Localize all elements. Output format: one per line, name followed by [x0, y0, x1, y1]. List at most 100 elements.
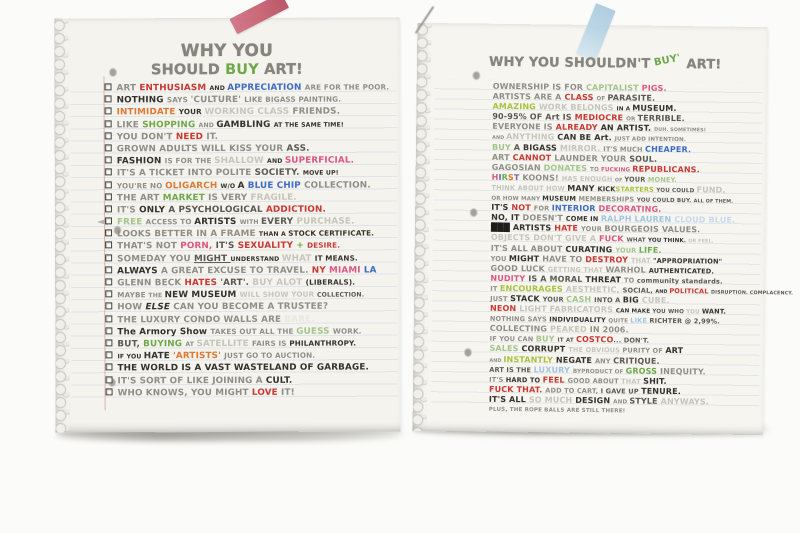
- word: IT!: [281, 387, 295, 398]
- word: KICK: [597, 185, 616, 194]
- list-item: LOOKS BETTER IN A FRAME THAN A STOCK CER…: [105, 228, 390, 241]
- word: WILL SHOW YOUR: [239, 289, 318, 300]
- word: TO: [589, 166, 602, 173]
- list-item: IT'S SORT OF LIKE JOINING A CULT.: [105, 374, 391, 387]
- word: AND: [209, 84, 228, 93]
- word: LIKE: [116, 119, 143, 130]
- word: IT'S: [116, 205, 140, 216]
- word: IT AT: [557, 337, 576, 345]
- word: WITH: [239, 218, 262, 227]
- word: ANY: [594, 356, 614, 365]
- checkbox-icon: [104, 144, 112, 152]
- word: MIGHT: [508, 253, 543, 264]
- checkbox-icon: [105, 351, 113, 359]
- word: FRIENDS.: [292, 106, 341, 118]
- word: COSTCO: [575, 335, 614, 345]
- word: WHAT: [281, 253, 315, 264]
- word: LIFE.: [638, 245, 662, 255]
- word: "APPROPRIATION": [653, 256, 723, 266]
- list-item: WHO KNOWS, YOU MIGHT LOVE IT!: [105, 386, 391, 399]
- word: SHOPPING: [142, 119, 199, 130]
- word: BUY: [535, 334, 558, 344]
- word: A: [513, 142, 524, 152]
- word: SOCIAL,: [622, 286, 656, 295]
- word: FUCK: [598, 234, 627, 244]
- word: JUST ADD INTENTION.: [614, 136, 687, 144]
- blue-tape: [576, 3, 616, 62]
- word: GAMBLING: [216, 119, 274, 130]
- word: MOVE UP!: [302, 169, 339, 178]
- word: YOUR: [580, 225, 605, 234]
- word: SHOULD: [150, 62, 226, 79]
- word: IT: [490, 284, 500, 293]
- word: STACK: [510, 293, 543, 304]
- word: THREAT: [585, 274, 625, 285]
- word: SAYS: [166, 95, 191, 105]
- word: RALPH LAUREN: [600, 214, 675, 225]
- word: CHEAPER.: [645, 144, 692, 154]
- list-item: FASHION IS FOR THE SHALLOW AND SUPERFICI…: [104, 155, 390, 168]
- word: ADDICTION.: [265, 204, 327, 215]
- word: PHILANTHROPY.: [289, 338, 357, 348]
- word: LUXURY: [533, 364, 574, 375]
- word: AND: [489, 358, 504, 364]
- word: YOU THINK.: [647, 238, 689, 245]
- list-item: GROWN ADULTS WILL KISS YOUR ASS.: [104, 142, 390, 155]
- list-item: YOU'RE NO OLIGARCH W/O A BLUE CHIP COLLE…: [104, 179, 390, 192]
- word: DESTROY: [585, 254, 632, 265]
- list-item: SOMEDAY YOU MIGHT UNDERSTAND WHAT IT MEA…: [105, 252, 390, 265]
- word: BIG: [622, 295, 642, 305]
- word: MARKET: [162, 192, 209, 203]
- checkbox-icon: [105, 339, 113, 347]
- word: SALES: [489, 344, 522, 354]
- checkbox-icon: [105, 302, 113, 310]
- word: ART: [665, 346, 684, 356]
- checkbox-icon: [104, 193, 112, 201]
- word: TO: [624, 276, 637, 285]
- word: AT THE SAME TIME!: [273, 121, 344, 129]
- word: IT'S MUCH: [603, 144, 646, 154]
- word: SOCIETY.: [254, 168, 303, 179]
- word: EVERY: [261, 216, 297, 227]
- word: SHIT.: [643, 376, 667, 386]
- word: GROSS: [625, 366, 661, 376]
- word: GLENN BECK: [117, 278, 185, 289]
- list-item: IF YOU HATE 'ARTISTS' JUST GO TO AUCTION…: [105, 350, 390, 363]
- word: ART!: [264, 61, 303, 78]
- word: POLITICAL: [669, 286, 712, 296]
- word: WORK.: [332, 326, 362, 336]
- word: DONATES: [543, 163, 591, 173]
- list-item: ALWAYS A GREAT EXCUSE TO TRAVEL. NY MIAM…: [105, 264, 390, 277]
- word: DOESN'T: [522, 213, 566, 223]
- word: IT.: [206, 131, 219, 142]
- word: SUPERFICIAL.: [284, 155, 355, 166]
- word: CURATING: [565, 244, 616, 254]
- word: NO, IT: [491, 213, 523, 223]
- word: SHALLOW: [214, 155, 268, 167]
- word: STOCK CERTIFICATE.: [288, 228, 375, 239]
- checkbox-icon: [105, 278, 113, 286]
- word: WHY YOU: [180, 40, 274, 62]
- list-item: INTIMIDATE YOUR WORKING CLASS FRIENDS.: [104, 106, 390, 119]
- word: NEGATE: [555, 355, 596, 365]
- word: CLASS: [564, 92, 597, 103]
- word: YOU'RE NO: [116, 180, 166, 190]
- word: ART: [116, 83, 140, 94]
- list-item: LIKE SHOPPING AND GAMBLING AT THE SAME T…: [104, 118, 390, 131]
- word: OF: [614, 178, 625, 184]
- punch-hole: [472, 71, 480, 80]
- word: CULT.: [265, 375, 293, 386]
- word: ONLY: [139, 205, 169, 216]
- word: PARASITE.: [607, 93, 656, 103]
- word: ALREADY: [555, 122, 601, 133]
- checkbox-icon: [104, 205, 112, 213]
- word: THE WORLD IS A VAST WASTELAND OF GARBAGE…: [117, 362, 370, 374]
- word: ARE FOR THE POOR.: [304, 82, 390, 92]
- list-item: MAYBE THE NEW MUSEUM WILL SHOW YOUR COLL…: [105, 289, 390, 302]
- right-page-title: WHY YOU SHOULDN'T BUY' ART!: [489, 53, 722, 73]
- word: PORN,: [180, 241, 216, 252]
- word: ALL OF THEM.: [693, 199, 734, 205]
- checkbox-icon: [104, 95, 112, 103]
- word: T: [513, 172, 523, 183]
- word: YOU COULD BUY.: [636, 197, 694, 205]
